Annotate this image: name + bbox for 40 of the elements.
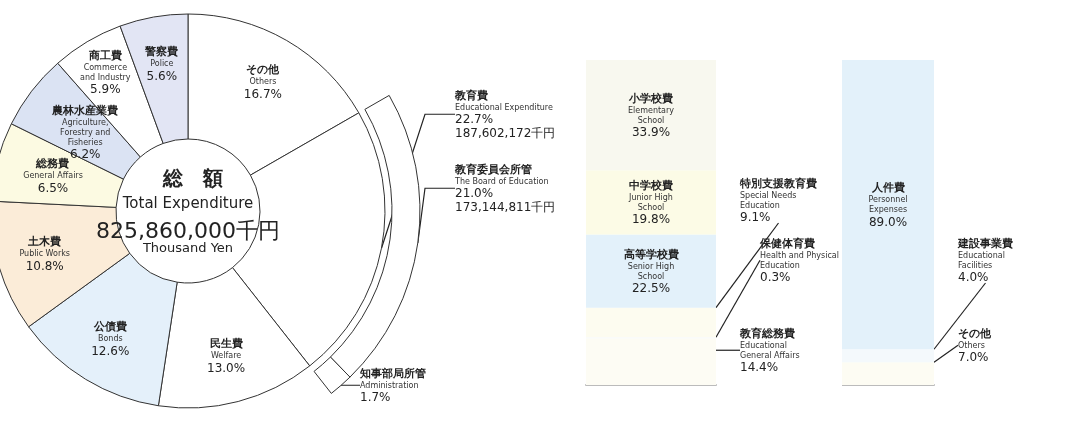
data-label: 10.8% [25, 258, 64, 273]
data-label: 21.0% 173,144,811千円 [455, 186, 556, 214]
data-label: 22.7% 187,602,172千円 [455, 112, 556, 140]
slice-label: その他 Others [246, 63, 281, 87]
text: Thousand Yen [141, 240, 234, 255]
text: 特別支援教育費 Special Needs Education [739, 176, 817, 210]
series-label: 高等学校費 Senior High School [623, 247, 679, 281]
text: 825,860,000千円 [96, 217, 280, 243]
data-label: 1.7% [360, 390, 391, 404]
text: 建設事業費 Educational Facilities [957, 236, 1013, 270]
slice-label: 知事部局所管 Administration [359, 366, 426, 390]
data-label: 12.6% [91, 343, 130, 358]
slice-label: 民生費 Welfare [209, 337, 243, 361]
series-label: 人件費 Personnel Expenses [868, 181, 908, 215]
slice-label: 土木費 Public Works [19, 235, 71, 259]
text: 総 額 [162, 166, 223, 190]
data-label: 4.0% [958, 270, 989, 284]
data-label: 19.8% [631, 212, 671, 227]
data-label: 6.5% [37, 180, 69, 195]
slice-label: 教育費 Educational Expenditure [454, 88, 553, 112]
data-label: 0.3% [760, 270, 791, 284]
data-label: 14.4% [740, 360, 779, 374]
series-label: 中学校費 Junior High School [628, 178, 673, 212]
text: Total Expenditure [121, 193, 254, 212]
data-label: 7.0% [958, 350, 989, 364]
series-label: 小学校費 Elementary School [627, 91, 675, 125]
data-label: 22.5% [631, 281, 671, 296]
data-label: 89.0% [868, 214, 908, 229]
slice-label: 教育委員会所管 The Board of Education [454, 162, 549, 186]
data-label: 13.0% [207, 360, 246, 375]
text: その他 Others [958, 326, 992, 350]
text: 教育総務費 Educational General Affairs [739, 326, 800, 360]
slice-label: 警察費 Police [144, 45, 179, 69]
slice-label: 商工費 Commerce and Industry [80, 48, 131, 82]
data-label: 9.1% [740, 210, 771, 224]
data-label: 5.6% [146, 68, 178, 83]
data-label: 5.9% [90, 82, 121, 97]
data-label: 16.7% [243, 86, 282, 101]
data-label: 33.9% [631, 125, 671, 140]
slice-label: 公債費 Bonds [92, 320, 127, 344]
